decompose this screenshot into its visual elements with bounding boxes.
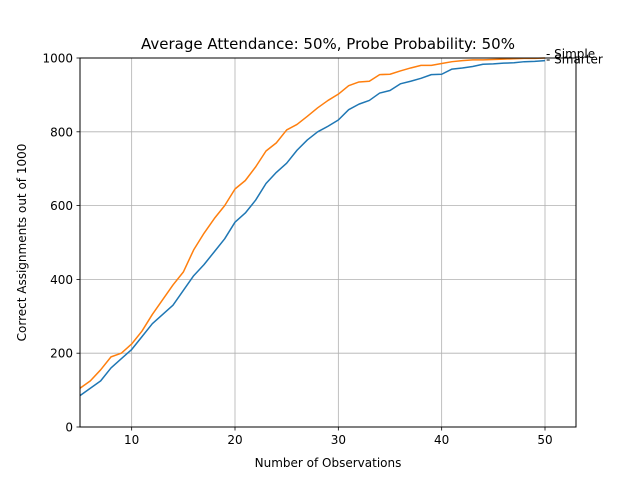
chart-title: Average Attendance: 50%, Probe Probabili… (141, 35, 515, 53)
y-tick-label: 0 (65, 421, 73, 435)
plot-frame (79, 57, 577, 428)
series-line-simple (79, 57, 546, 389)
series-line-smarter (79, 59, 546, 397)
y-tick-label: 600 (50, 199, 73, 213)
x-tick-label: 40 (434, 433, 449, 447)
y-axis-label: Correct Assignments out of 1000 (15, 144, 29, 342)
axis-ticks: 10 20 30 40 50 0 200 400 600 800 1000 (42, 52, 552, 448)
y-tick-label: 400 (50, 273, 73, 287)
x-tick-label: 50 (537, 433, 552, 447)
series-label-smarter: - Smarter (546, 53, 603, 67)
series-labels: - Smarter- Simple (546, 47, 603, 67)
x-tick-label: 30 (331, 433, 346, 447)
series-lines (79, 57, 546, 397)
y-tick-label: 800 (50, 125, 73, 139)
y-tick-label: 200 (50, 347, 73, 361)
y-tick-label: 1000 (42, 52, 73, 66)
x-axis-label: Number of Observations (255, 456, 402, 470)
series-label-simple: - Simple (546, 47, 595, 61)
x-tick-label: 10 (124, 433, 139, 447)
x-tick-label: 20 (227, 433, 242, 447)
